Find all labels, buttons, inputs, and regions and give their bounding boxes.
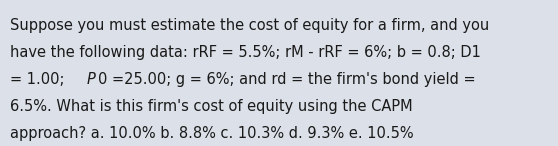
Text: approach? a. 10.0% b. 8.8% c. 10.3% d. 9.3% e. 10.5%: approach? a. 10.0% b. 8.8% c. 10.3% d. 9… — [10, 126, 413, 141]
Text: 6.5%. What is this firm's cost of equity using the CAPM: 6.5%. What is this firm's cost of equity… — [10, 99, 413, 114]
Text: Suppose you must estimate the cost of equity for a firm, and you: Suppose you must estimate the cost of eq… — [10, 18, 489, 33]
Text: have the following data: rRF = 5.5%; rM - rRF = 6%; b = 0.8; D1: have the following data: rRF = 5.5%; rM … — [10, 45, 481, 60]
Text: P: P — [86, 72, 95, 87]
Text: = 1.00;: = 1.00; — [10, 72, 69, 87]
Text: 0 =25.00; g = 6%; and rd = the firm's bond yield =: 0 =25.00; g = 6%; and rd = the firm's bo… — [98, 72, 475, 87]
